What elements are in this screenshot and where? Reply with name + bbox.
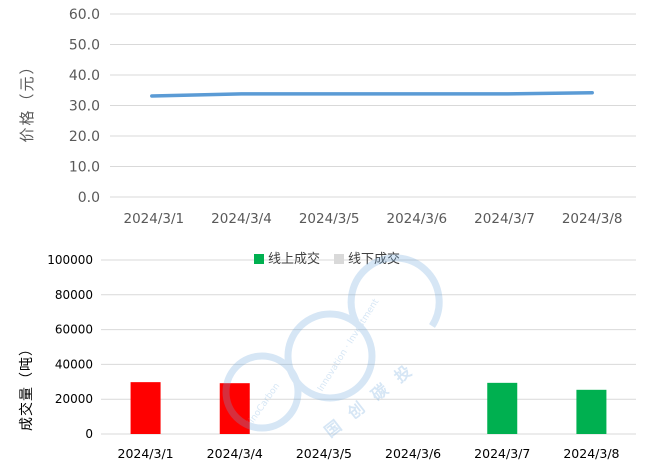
price-y-ticks: 0.0 10.0 20.0 30.0 40.0 50.0 60.0 bbox=[69, 7, 100, 206]
volume-x-tick-label: 2024/3/7 bbox=[474, 446, 530, 461]
volume-bar bbox=[487, 382, 518, 434]
legend-swatch-offline bbox=[334, 254, 344, 264]
price-x-tick-label: 2024/3/8 bbox=[562, 211, 623, 227]
price-x-ticks: 2024/3/1 2024/3/4 2024/3/5 2024/3/6 2024/3/7… bbox=[124, 211, 623, 227]
volume-y-tick-label: 100000 bbox=[47, 253, 93, 267]
price-y-tick-label: 10.0 bbox=[69, 160, 100, 176]
volume-y-tick-label: 40000 bbox=[55, 357, 93, 371]
volume-x-tick-label: 2024/3/1 bbox=[118, 446, 174, 461]
price-y-tick-label: 60.0 bbox=[69, 7, 100, 23]
volume-legend: 线上成交 线下成交 bbox=[254, 251, 400, 267]
volume-x-tick-label: 2024/3/6 bbox=[385, 446, 441, 461]
volume-x-ticks: 2024/3/1 2024/3/4 2024/3/5 2024/3/6 2024/3/7… bbox=[118, 446, 620, 461]
legend-label-offline: 线下成交 bbox=[348, 251, 400, 267]
volume-x-tick-label: 2024/3/8 bbox=[563, 446, 619, 461]
legend-label-online: 线上成交 bbox=[268, 251, 320, 267]
watermark-ring-medium bbox=[284, 310, 376, 402]
price-line-chart: 0.010.020.030.040.050.060.0 2024/3/1 2024… bbox=[18, 7, 636, 227]
price-x-tick-label: 2024/3/4 bbox=[211, 211, 272, 227]
price-series-points bbox=[151, 92, 593, 97]
price-y-tick-label: 50.0 bbox=[69, 38, 100, 54]
volume-y-axis-label: 成交量（吨） bbox=[18, 341, 35, 431]
volume-y-tick-label: 80000 bbox=[55, 288, 93, 302]
watermark-ring-large bbox=[347, 254, 443, 328]
watermark-logo: SinoCarbon Innovation · Investment 国 创 碳… bbox=[222, 254, 443, 441]
volume-x-tick-label: 2024/3/5 bbox=[296, 446, 352, 461]
volume-y-ticks: 0 20000 40000 60000 80000 100000 bbox=[47, 253, 93, 441]
volume-x-tick-label: 2024/3/4 bbox=[207, 446, 263, 461]
price-x-tick-label: 2024/3/5 bbox=[299, 211, 360, 227]
price-gridlines bbox=[110, 13, 636, 198]
volume-bars bbox=[130, 382, 607, 434]
price-y-tick-label: 30.0 bbox=[69, 99, 100, 115]
volume-bar bbox=[130, 382, 161, 434]
volume-y-tick-label: 20000 bbox=[55, 392, 93, 406]
volume-bar bbox=[219, 383, 250, 434]
price-y-tick-label: 20.0 bbox=[69, 129, 100, 145]
volume-gridlines bbox=[101, 259, 636, 435]
legend-swatch-online bbox=[254, 254, 264, 264]
volume-bar bbox=[576, 389, 607, 434]
volume-y-tick-label: 60000 bbox=[55, 323, 93, 337]
price-y-axis-label: 价格（元） bbox=[18, 57, 36, 142]
price-x-tick-label: 2024/3/6 bbox=[387, 211, 448, 227]
price-y-tick-label: 40.0 bbox=[69, 68, 100, 84]
price-x-tick-label: 2024/3/1 bbox=[124, 211, 185, 227]
watermark-ring-small bbox=[222, 352, 302, 432]
price-y-tick-label: 0.0 bbox=[78, 190, 100, 206]
price-x-tick-label: 2024/3/7 bbox=[474, 211, 535, 227]
price-series-line bbox=[150, 90, 594, 98]
volume-y-tick-label: 0 bbox=[85, 427, 93, 441]
